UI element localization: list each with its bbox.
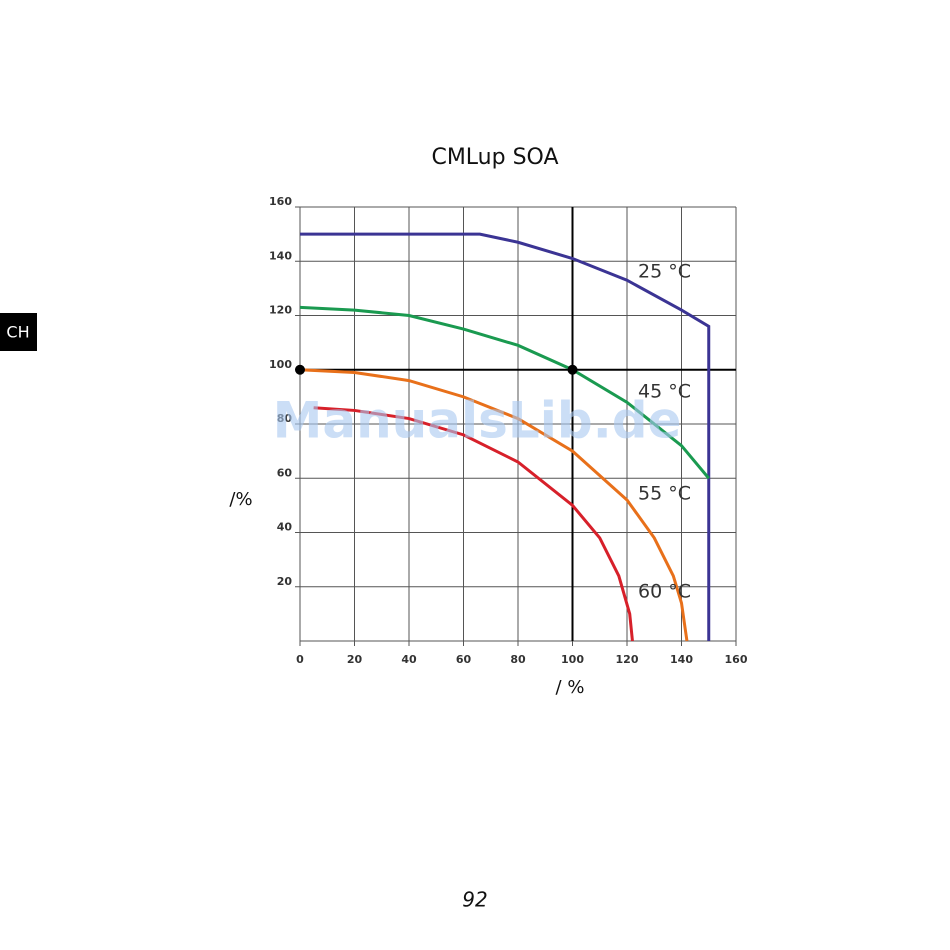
y-axis-label: /% — [229, 489, 252, 510]
x-tick-label: 0 — [296, 653, 304, 666]
watermark: ManualsLib.de — [273, 392, 682, 450]
y-tick-label: 160 — [269, 195, 292, 208]
y-tick-label: 80 — [277, 412, 293, 425]
x-tick-label: 120 — [616, 653, 639, 666]
x-tick-label: 160 — [725, 653, 748, 666]
x-tick-label: 100 — [561, 653, 584, 666]
chart-title: CMLup SOA — [431, 145, 558, 170]
y-tick-label: 140 — [269, 249, 292, 262]
x-tick-label: 60 — [456, 653, 472, 666]
series-label: 25 °C — [638, 261, 691, 283]
marker — [295, 364, 305, 375]
series-label: 45 °C — [638, 381, 691, 403]
y-tick-label: 40 — [277, 521, 293, 534]
x-tick-label: 140 — [670, 653, 693, 666]
series-label: 55 °C — [638, 483, 691, 505]
series-line — [299, 305, 710, 480]
series-label: 60 °C — [638, 581, 691, 603]
y-tick-label: 20 — [277, 575, 293, 588]
y-tick-label: 120 — [269, 304, 292, 317]
y-tick-label: 100 — [269, 358, 292, 371]
page-number: 92 — [462, 888, 487, 912]
marker — [567, 364, 578, 375]
series-line — [313, 406, 634, 642]
side-tab-bg — [0, 313, 37, 351]
side-tab: CH — [6, 323, 29, 342]
series-line — [300, 232, 711, 641]
x-tick-label: 80 — [510, 653, 526, 666]
series-line — [299, 368, 689, 642]
x-tick-label: 20 — [347, 653, 363, 666]
x-tick-label: 40 — [401, 653, 417, 666]
x-axis-label: / % — [556, 677, 585, 698]
y-tick-label: 60 — [277, 466, 293, 479]
